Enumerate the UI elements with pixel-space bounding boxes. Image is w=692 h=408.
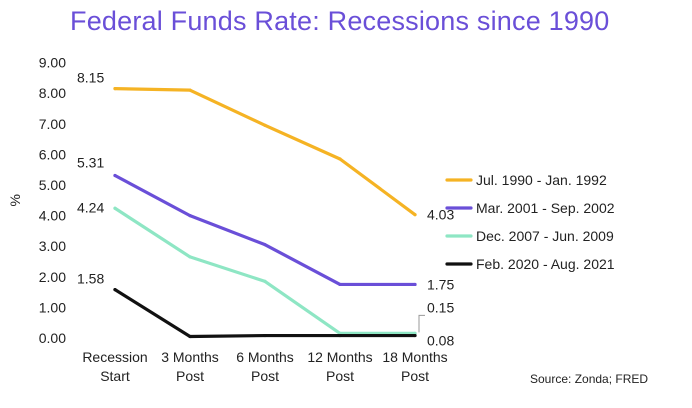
x-tick-label: 12 Months Post bbox=[307, 349, 372, 384]
y-tick-label: 1.00 bbox=[39, 299, 66, 315]
series-point bbox=[413, 282, 417, 287]
y-tick-label: 2.00 bbox=[39, 269, 66, 285]
series-point bbox=[188, 255, 192, 259]
series-line bbox=[113, 288, 417, 339]
y-axis-label: % bbox=[7, 194, 23, 206]
series-point bbox=[263, 243, 267, 247]
x-tick-label: Recession Start bbox=[82, 349, 147, 384]
series-point bbox=[338, 157, 342, 161]
y-tick-label: 9.00 bbox=[39, 55, 66, 71]
series-point bbox=[263, 279, 267, 283]
data-label: 4.24 bbox=[77, 199, 104, 215]
series-line bbox=[113, 206, 417, 336]
data-label: 1.75 bbox=[427, 276, 454, 292]
series-point bbox=[338, 282, 342, 287]
series-point bbox=[188, 88, 192, 92]
data-label: 8.15 bbox=[77, 70, 104, 86]
series-point bbox=[188, 334, 192, 339]
x-tick-label: 3 Months Post bbox=[161, 349, 219, 384]
y-tick-label: 4.00 bbox=[39, 208, 66, 224]
y-tick-label: 0.00 bbox=[39, 330, 66, 346]
x-tick-label-line: Post bbox=[176, 368, 204, 384]
x-tick-label-line: 12 Months bbox=[307, 349, 372, 365]
series-point bbox=[113, 87, 117, 91]
x-tick-label: 18 Months Post bbox=[382, 349, 447, 384]
x-tick-label-line: 18 Months bbox=[382, 349, 447, 365]
series-point bbox=[263, 333, 267, 338]
data-label: 4.03 bbox=[427, 207, 454, 223]
y-tick-label: 8.00 bbox=[39, 85, 66, 101]
x-tick-label-line: Recession bbox=[82, 349, 147, 365]
series-point bbox=[188, 214, 192, 218]
data-label: 1.58 bbox=[77, 271, 104, 287]
series-point bbox=[413, 333, 417, 338]
x-tick-label: 6 Months Post bbox=[236, 349, 294, 384]
series-point bbox=[113, 288, 117, 292]
series-point bbox=[113, 206, 117, 210]
series-line bbox=[113, 173, 417, 287]
legend-label: Mar. 2001 - Sep. 2002 bbox=[476, 200, 615, 216]
y-tick-label: 6.00 bbox=[39, 146, 66, 162]
series-line bbox=[113, 87, 417, 217]
series-point bbox=[263, 123, 267, 127]
series-point bbox=[338, 333, 342, 338]
x-tick-label-line: Post bbox=[326, 368, 354, 384]
source-note: Source: Zonda; FRED bbox=[530, 372, 649, 386]
legend-label: Feb. 2020 - Aug. 2021 bbox=[476, 256, 615, 272]
data-label: 0.08 bbox=[427, 333, 454, 349]
series-point bbox=[413, 213, 417, 217]
data-label: 5.31 bbox=[77, 155, 104, 171]
x-tick-label-line: Post bbox=[251, 368, 279, 384]
y-tick-label: 7.00 bbox=[39, 116, 66, 132]
chart-title: Federal Funds Rate: Recessions since 199… bbox=[70, 6, 610, 36]
x-tick-label-line: Start bbox=[100, 368, 130, 384]
y-tick-label: 3.00 bbox=[39, 238, 66, 254]
x-tick-label-line: Post bbox=[401, 368, 429, 384]
data-label: 0.15 bbox=[427, 299, 454, 315]
x-tick-label-line: 3 Months bbox=[161, 349, 219, 365]
data-label-leader bbox=[418, 314, 425, 333]
series-point bbox=[113, 173, 117, 178]
legend-label: Jul. 1990 - Jan. 1992 bbox=[476, 172, 607, 188]
y-tick-label: 5.00 bbox=[39, 177, 66, 193]
x-tick-label-line: 6 Months bbox=[236, 349, 294, 365]
legend-label: Dec. 2007 - Jun. 2009 bbox=[476, 228, 614, 244]
